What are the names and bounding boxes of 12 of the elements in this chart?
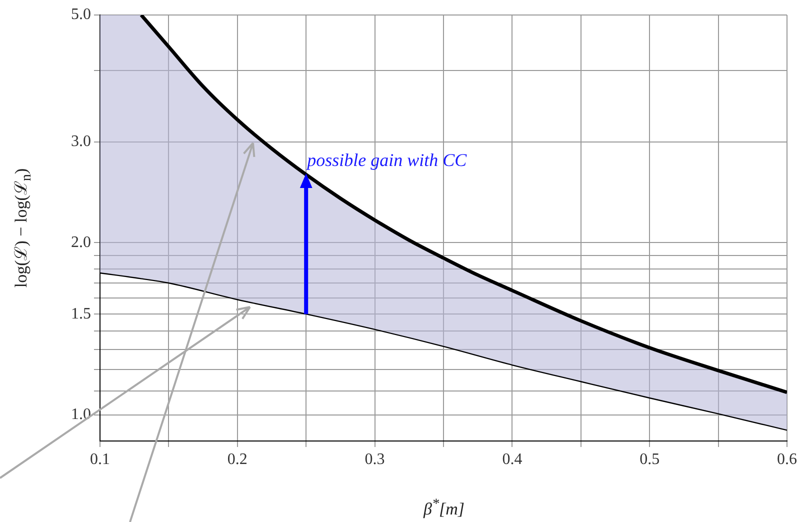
x-tick-label: 0.3 <box>364 450 385 468</box>
y-tick-label: 2.0 <box>71 234 91 251</box>
x-tick-label: 0.6 <box>777 450 797 468</box>
x-tick-label: 0.5 <box>640 450 660 468</box>
y-tick-label: 1.5 <box>71 305 91 322</box>
annotation: possible gain with CC <box>305 150 468 170</box>
x-tick-label: 0.4 <box>502 450 522 468</box>
x-axis-title: β$^{*}$[m] <box>423 496 465 520</box>
x-tick-label: 0.1 <box>90 450 110 468</box>
x-tick-label: 0.2 <box>227 450 248 468</box>
y-tick-label: 5.0 <box>71 6 91 24</box>
y-tick-label: 3.0 <box>71 133 91 150</box>
